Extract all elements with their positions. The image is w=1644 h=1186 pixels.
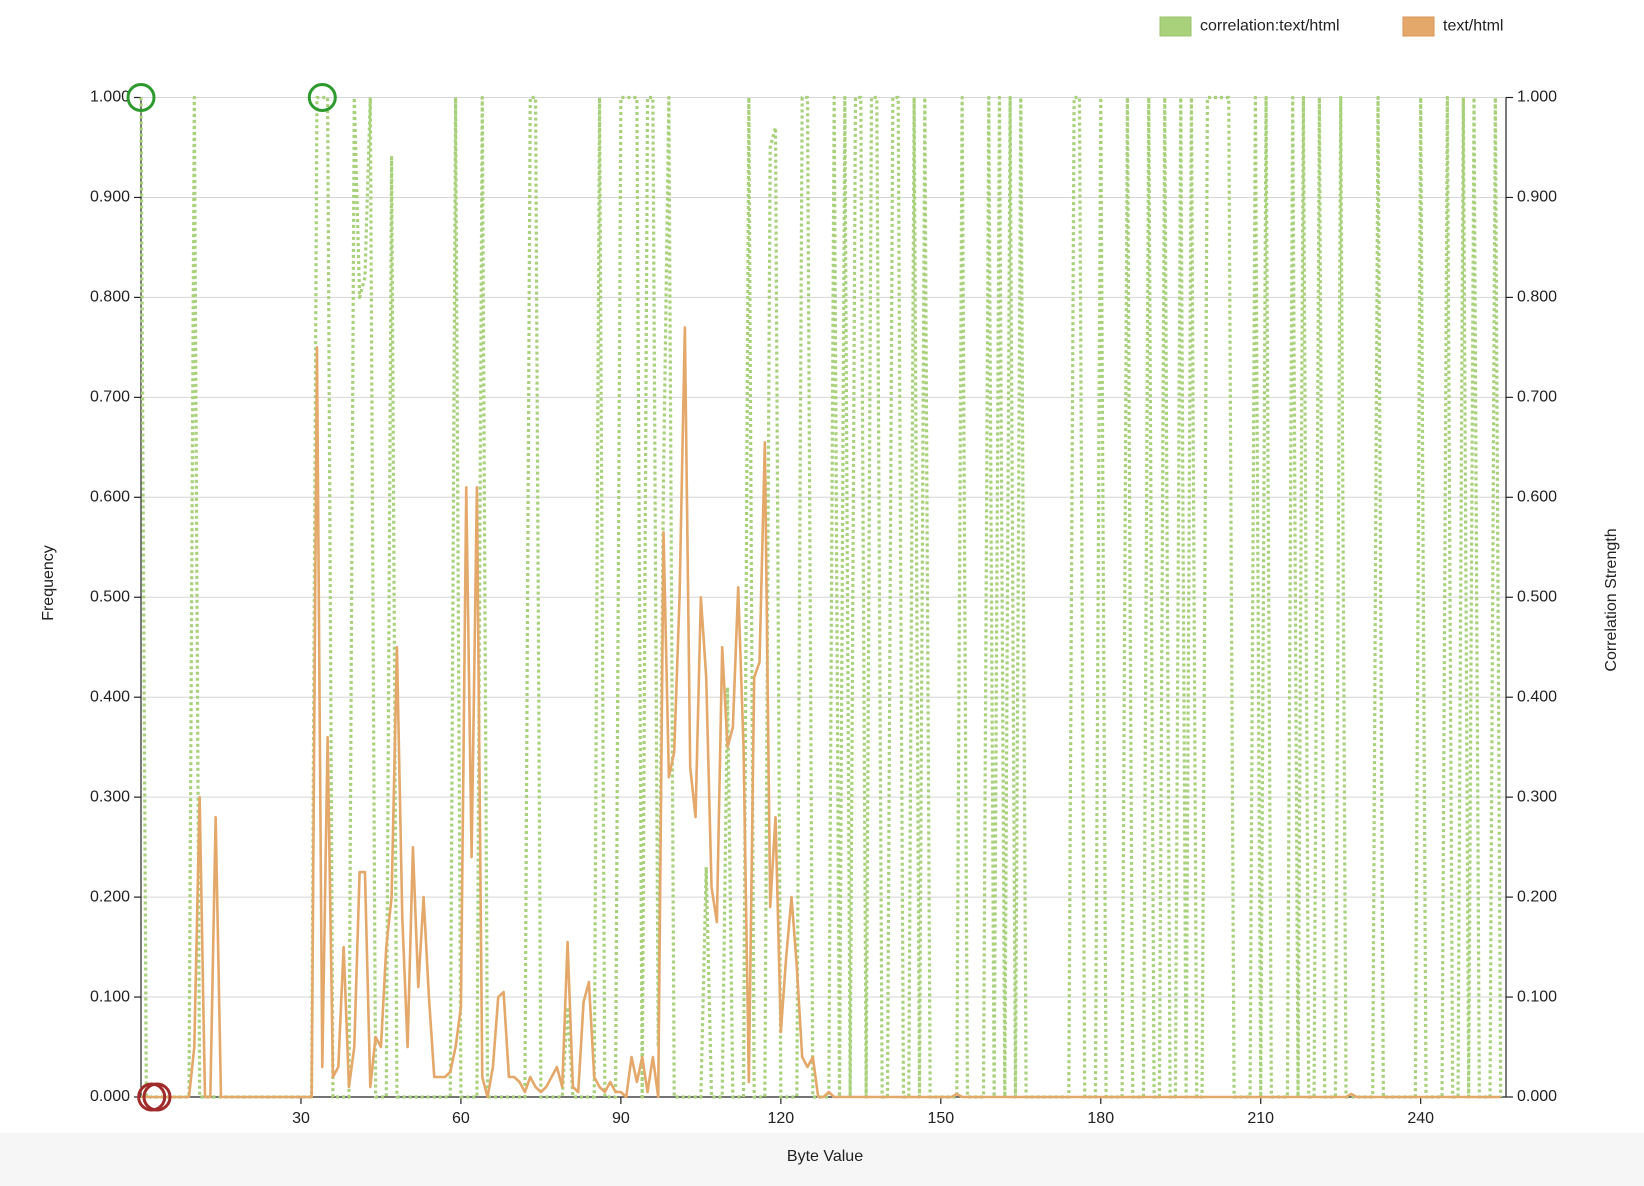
y-tick-label: 0.100	[90, 988, 130, 1005]
x-tick-label: 180	[1087, 1110, 1114, 1127]
y2-tick-label: 0.600	[1517, 489, 1557, 506]
y2-tick-label: 0.500	[1517, 588, 1557, 605]
legend-swatch	[1159, 16, 1192, 37]
y2-axis-title: Correlation Strength	[1603, 528, 1620, 671]
y2-tick-label: 0.000	[1517, 1088, 1557, 1105]
y-tick-label: 0.400	[90, 688, 130, 705]
y-tick-label: 0.200	[90, 888, 130, 905]
footer-band	[0, 1133, 1644, 1186]
y2-tick-label: 0.200	[1517, 888, 1557, 905]
y2-tick-label: 1.000	[1517, 89, 1557, 106]
y-tick-label: 0.000	[90, 1088, 130, 1105]
x-tick-label: 210	[1247, 1110, 1274, 1127]
legend-swatch	[1402, 16, 1435, 37]
legend-label: correlation:text/html	[1200, 18, 1340, 35]
y2-tick-label: 0.400	[1517, 688, 1557, 705]
y-tick-label: 0.600	[90, 489, 130, 506]
y2-tick-label: 0.900	[1517, 189, 1557, 206]
x-axis-title: Byte Value	[787, 1148, 863, 1165]
x-tick-label: 120	[767, 1110, 794, 1127]
x-tick-label: 150	[927, 1110, 954, 1127]
x-tick-label: 30	[292, 1110, 310, 1127]
y-tick-label: 0.700	[90, 389, 130, 406]
x-tick-label: 240	[1407, 1110, 1434, 1127]
y-tick-label: 0.300	[90, 788, 130, 805]
y-tick-label: 1.000	[90, 89, 130, 106]
point-marker	[307, 83, 337, 112]
x-tick-label: 90	[612, 1110, 630, 1127]
series-line	[141, 326, 1501, 1099]
x-tick-label: 60	[452, 1110, 470, 1127]
point-marker	[126, 83, 156, 112]
y-tick-label: 0.800	[90, 289, 130, 306]
y-tick-label: 0.500	[90, 588, 130, 605]
y2-tick-label: 0.100	[1517, 988, 1557, 1005]
y2-tick-label: 0.300	[1517, 788, 1557, 805]
legend-label: text/html	[1443, 18, 1503, 35]
y-axis-title: Frequency	[40, 545, 57, 621]
y-tick-label: 0.900	[90, 189, 130, 206]
point-marker	[142, 1082, 172, 1112]
y2-tick-label: 0.800	[1517, 289, 1557, 306]
y2-tick-label: 0.700	[1517, 389, 1557, 406]
